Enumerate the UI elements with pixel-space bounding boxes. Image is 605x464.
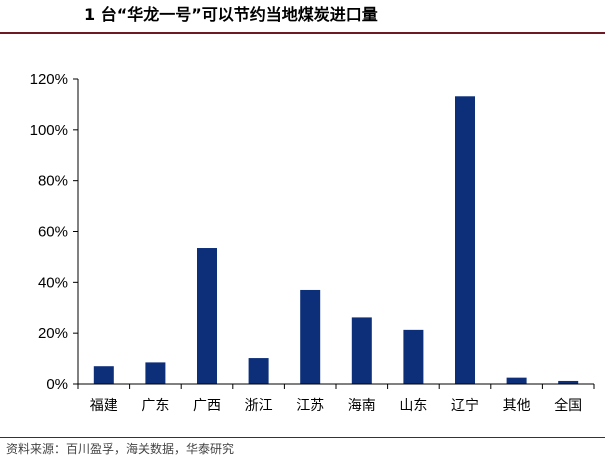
x-tick-label: 山东 bbox=[399, 398, 427, 414]
bar-辽宁 bbox=[455, 96, 475, 385]
bar-广东 bbox=[145, 362, 166, 384]
bar-海南 bbox=[351, 317, 372, 384]
x-tick-label: 全国 bbox=[554, 397, 582, 414]
y-tick-label: 60% bbox=[38, 224, 68, 241]
x-tick-label: 广东 bbox=[141, 398, 169, 414]
bars-group bbox=[93, 96, 579, 385]
y-tick-label: 80% bbox=[38, 173, 68, 190]
y-tick-label: 0% bbox=[46, 376, 68, 393]
title-divider bbox=[0, 32, 605, 34]
bar-广西 bbox=[197, 248, 217, 384]
x-tick-label: 浙江 bbox=[245, 398, 273, 414]
y-tick-label: 40% bbox=[38, 274, 68, 291]
bar-浙江 bbox=[248, 358, 269, 384]
x-tick-label: 江苏 bbox=[296, 398, 324, 414]
x-tick-label: 广西 bbox=[193, 398, 221, 414]
bar-福建 bbox=[93, 366, 114, 384]
source-note: 资料来源：百川盈孚，海关数据，华泰研究 bbox=[6, 442, 235, 456]
x-axis: 福建 广东 广西 浙江 江苏 海南 山东 辽宁 其他 全国 bbox=[77, 383, 595, 414]
bar-其他 bbox=[506, 377, 527, 384]
bar-全国 bbox=[558, 380, 579, 384]
bar-chart: 0% 20% 40% 60% 80% 100% 120% 福建 广东 广西 浙江 江苏 海南 山东 辽宁 其… bbox=[30, 71, 595, 414]
chart-title: 1 台“华龙一号”可以节约当地煤炭进口量 bbox=[84, 5, 378, 24]
x-tick-label: 福建 bbox=[90, 398, 118, 414]
bar-山东 bbox=[403, 329, 424, 384]
y-tick-label: 100% bbox=[30, 122, 68, 139]
footer-divider bbox=[0, 437, 605, 438]
y-tick-label: 120% bbox=[30, 71, 68, 88]
bar-江苏 bbox=[300, 289, 321, 384]
x-tick-label: 海南 bbox=[348, 398, 376, 414]
x-tick-label: 辽宁 bbox=[451, 397, 479, 414]
y-axis: 0% 20% 40% 60% 80% 100% 120% bbox=[30, 71, 79, 393]
y-tick-label: 20% bbox=[38, 325, 68, 342]
x-tick-label: 其他 bbox=[503, 398, 531, 414]
